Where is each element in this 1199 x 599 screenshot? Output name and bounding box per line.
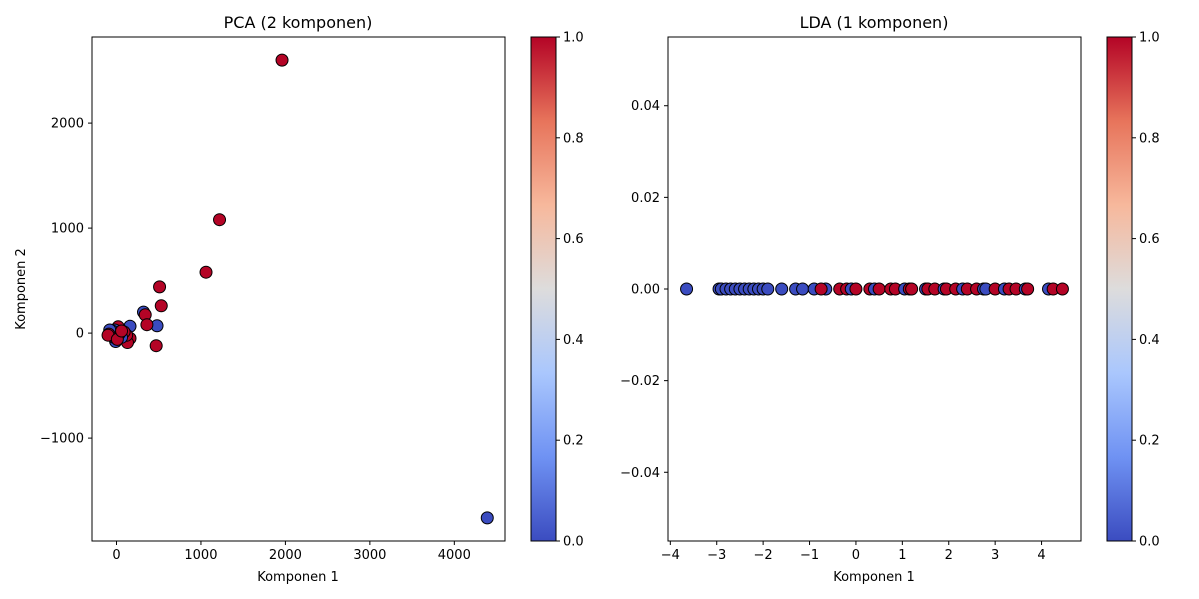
pca-colorbar-tick-label: 1.0: [563, 31, 584, 46]
pca-xtick-label: 1000: [184, 548, 217, 563]
lda-title: LDA (1 komponen): [800, 13, 949, 32]
lda-colorbar-gradient: [1107, 37, 1132, 541]
lda-point: [1021, 282, 1035, 296]
pca-xtick-label: 3000: [353, 548, 386, 563]
lda-ytick-label: −0.02: [620, 374, 660, 389]
lda-ytick-label: 0.02: [631, 191, 660, 206]
pca-colorbar: 0.0 0.2 0.4 0.6 0.8 1.0: [530, 31, 584, 550]
pca-axes-frame: [91, 36, 506, 542]
pca-point: [115, 324, 129, 338]
lda-colorbar-tick-label: 0.6: [1139, 232, 1160, 247]
lda-axes-frame: [667, 36, 1082, 542]
pca-point: [153, 280, 167, 294]
pca-point: [199, 265, 213, 279]
pca-point: [149, 339, 163, 353]
pca-point: [213, 213, 227, 227]
pca-xtick-label: 2000: [269, 548, 302, 563]
lda-point: [775, 282, 789, 296]
lda-point: [680, 282, 694, 296]
pca-panel: PCA (2 komponen) 0 1000 2000 3000 4000−10000…: [14, 13, 584, 585]
lda-xtick-label: 3: [991, 548, 999, 563]
lda-point: [905, 282, 919, 296]
lda-colorbar-tick-label: 0.4: [1139, 333, 1160, 348]
pca-ytick-label: 1000: [51, 222, 84, 237]
pca-point: [154, 299, 168, 313]
pca-colorbar-tick-label: 0.8: [563, 131, 584, 146]
pca-point: [140, 318, 154, 332]
lda-ticks: −4 −3 −2 −1 0 1 2 3 4 −0.04 −0.02 0.00 0.02 0.04: [620, 99, 1046, 563]
pca-colorbar-tick-label: 0.2: [563, 434, 584, 449]
pca-colorbar-tick-label: 0.6: [563, 232, 584, 247]
lda-xtick-label: 4: [1037, 548, 1045, 563]
pca-ticks: 0 1000 2000 3000 4000 −1000 0 1000 2000: [40, 117, 471, 563]
lda-xtick-label: 1: [898, 548, 906, 563]
pca-ytick-label: 2000: [51, 117, 84, 132]
pca-ytick-label: 0: [76, 327, 84, 342]
lda-point: [1055, 282, 1069, 296]
pca-colorbar-tick-label: 0.0: [563, 535, 584, 550]
lda-xtick-label: 2: [945, 548, 953, 563]
pca-xtick-label: 4000: [438, 548, 471, 563]
lda-panel: LDA (1 komponen) −4 −3 −2 −1 0 1 2 3 4 −0.04 −0.02…: [620, 13, 1160, 585]
lda-point: [814, 282, 828, 296]
lda-ytick-label: 0.00: [631, 283, 660, 298]
lda-colorbar-tick-label: 1.0: [1139, 31, 1160, 46]
lda-colorbar-tick-label: 0.2: [1139, 434, 1160, 449]
lda-points: [680, 282, 1069, 296]
pca-colorbar-frame: [530, 36, 557, 542]
lda-colorbar-tick-label: 0.8: [1139, 131, 1160, 146]
lda-ytick-label: −0.04: [620, 466, 660, 481]
lda-point: [849, 282, 863, 296]
lda-colorbar-tick-label: 0.0: [1139, 535, 1160, 550]
lda-ytick-label: 0.04: [631, 99, 660, 114]
lda-xtick-label: −4: [661, 548, 680, 563]
lda-xtick-label: 0: [852, 548, 860, 563]
lda-xtick-label: −2: [754, 548, 773, 563]
pca-points: [101, 53, 494, 525]
lda-point: [796, 282, 810, 296]
pca-title: PCA (2 komponen): [224, 13, 373, 32]
lda-xtick-label: −1: [800, 548, 819, 563]
lda-xlabel: Komponen 1: [833, 570, 915, 585]
pca-ytick-label: −1000: [40, 432, 84, 447]
pca-point: [275, 53, 289, 67]
pca-point: [480, 511, 494, 525]
pca-colorbar-tick-label: 0.4: [563, 333, 584, 348]
lda-point: [761, 282, 775, 296]
lda-xtick-label: −3: [707, 548, 726, 563]
lda-point: [872, 282, 886, 296]
pca-xtick-label: 0: [112, 548, 120, 563]
pca-ylabel: Komponen 2: [14, 248, 29, 330]
pca-colorbar-gradient: [531, 37, 556, 541]
pca-xlabel: Komponen 1: [257, 570, 339, 585]
lda-colorbar: 0.0 0.2 0.4 0.6 0.8 1.0: [1106, 31, 1160, 550]
lda-colorbar-frame: [1106, 36, 1133, 542]
